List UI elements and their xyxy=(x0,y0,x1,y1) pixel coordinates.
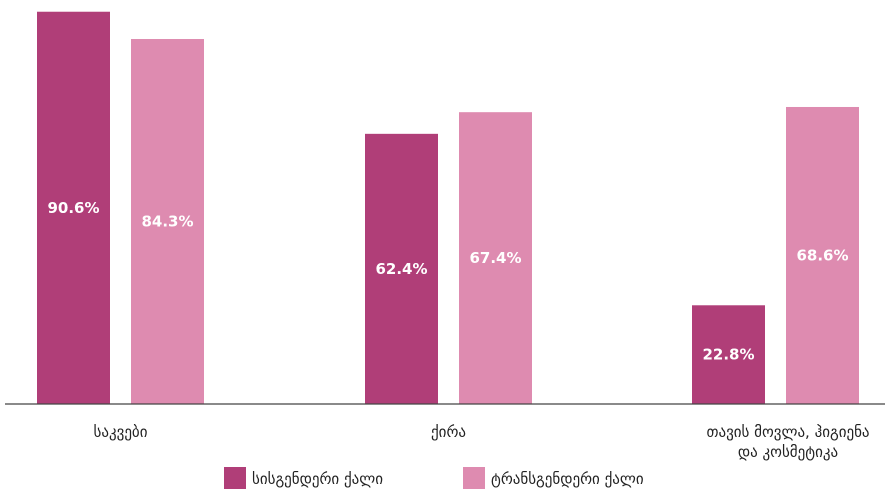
legend-swatch xyxy=(463,467,485,489)
bar-value-label: 68.6% xyxy=(796,246,848,264)
category-label: თავის მოვლა, ჰიგიენა xyxy=(706,423,869,441)
category-labels-group: საკვები ქირა თავის მოვლა, ჰიგიენა და კოსმეტ… xyxy=(94,423,870,461)
bar-value-label: 67.4% xyxy=(469,249,521,267)
bar xyxy=(37,11,110,404)
legend-label: ტრანსგენდერი ქალი xyxy=(491,470,644,488)
bar xyxy=(365,133,438,405)
legend-label: სისგენდერი ქალი xyxy=(252,470,383,488)
bar xyxy=(692,305,765,404)
bar-value-label: 84.3% xyxy=(141,213,193,231)
bar xyxy=(459,112,532,404)
bar-value-label: 90.6% xyxy=(47,199,99,217)
bar xyxy=(131,39,204,405)
legend-swatch xyxy=(224,467,246,489)
bars-group xyxy=(37,11,859,405)
bar-value-label: 62.4% xyxy=(375,260,427,278)
legend: სისგენდერი ქალი ტრანსგენდერი ქალი xyxy=(224,467,644,489)
bar xyxy=(786,106,859,404)
category-label: საკვები xyxy=(94,423,148,441)
value-labels-group: 90.6% 84.3% 62.4% 67.4% 22.8% 68.6% xyxy=(47,199,848,364)
category-label: და კოსმეტიკა xyxy=(738,443,838,461)
bar-value-label: 22.8% xyxy=(702,346,754,364)
category-label: ქირა xyxy=(431,423,466,441)
